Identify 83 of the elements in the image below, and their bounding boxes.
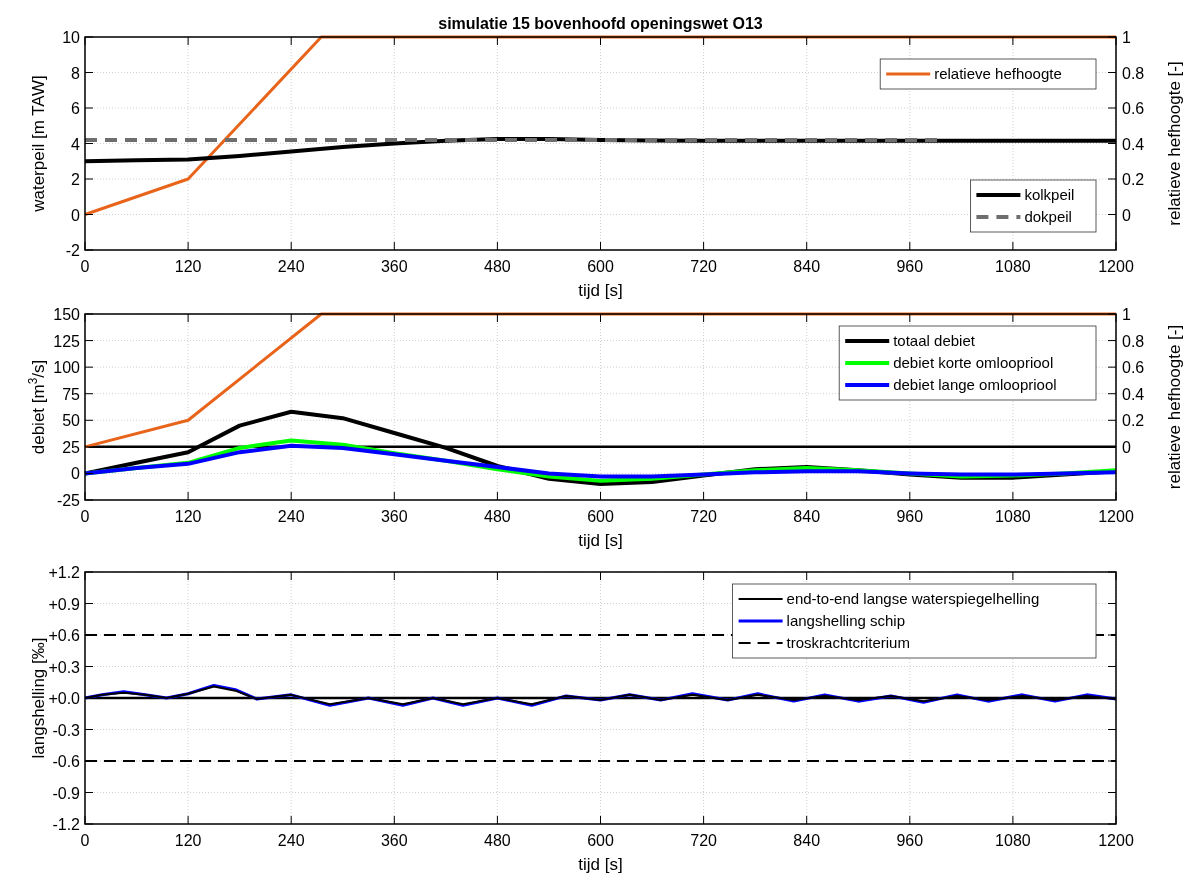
legend-label: debiet korte omloopriool [893,354,1054,371]
y2-tick-label: 0 [1122,438,1131,456]
y-tick-label: 8 [71,64,81,82]
y2-tick-label: 0.4 [1122,135,1145,153]
x-tick-label: 1200 [1098,508,1134,525]
y-tick-label: -0.6 [52,753,81,770]
x-axis-title: tijd [s] [578,281,623,300]
y-tick-label: 150 [53,306,81,323]
y-tick-label: +1.2 [48,564,81,581]
y-tick-label: 0 [71,465,81,483]
x-tick-label: 720 [690,258,718,275]
x-tick-label: 480 [484,832,511,849]
x-tick-label: 840 [793,832,821,849]
y2-tick-label: 0.6 [1122,100,1145,117]
y2-tick-label: 0 [1122,206,1131,224]
x-tick-label: 360 [380,832,408,849]
x-axis-title: tijd [s] [578,531,623,550]
legend-label: end-to-end langse waterspiegelhelling [786,590,1040,607]
x-tick-label: 120 [174,832,202,849]
legend-label: dokpeil [1024,208,1072,225]
y2-axis-title: relatieve hefhoogte [-] [1165,61,1184,226]
x-tick-label: 840 [793,258,821,275]
x-tick-label: 600 [587,832,614,849]
y-tick-label: -25 [56,492,81,509]
x-tick-label: 720 [690,832,718,849]
legend-label: troskrachtcriterium [786,634,910,651]
x-tick-label: 1080 [995,508,1031,525]
y-tick-label: -2 [65,242,81,259]
y-tick-label: 100 [53,359,81,377]
x-tick-label: 960 [896,258,924,275]
y-tick-label: 2 [71,171,81,188]
y2-tick-label: 0.6 [1122,359,1145,377]
x-tick-label: 600 [587,258,614,275]
chart-title: simulatie 15 bovenhoofd openingswet O13 [438,15,763,32]
x-tick-label: 840 [793,508,821,525]
x-tick-label: 480 [484,258,511,275]
x-tick-label: 480 [484,508,511,525]
x-tick-label: 960 [896,832,924,849]
x-tick-label: 1080 [995,832,1031,849]
y-tick-label: +0.0 [48,690,81,707]
legend-label: debiet lange omloopriool [893,376,1057,393]
y-tick-label: -0.3 [52,721,81,739]
y2-tick-label: 1 [1122,306,1131,323]
x-tick-label: 1080 [995,258,1031,275]
y-tick-label: +0.9 [48,595,81,613]
x-tick-label: 720 [690,508,718,525]
y2-tick-label: 0.2 [1122,412,1145,430]
y2-tick-label: 0.8 [1122,64,1145,82]
y-tick-label: 50 [62,412,81,430]
x-tick-label: 1200 [1098,258,1134,275]
x-axis-title: tijd [s] [578,855,623,874]
y-tick-label: -1.2 [52,816,81,833]
x-tick-label: 360 [380,508,408,525]
y-tick-label: +0.3 [48,658,81,676]
legend-label: langshelling schip [786,612,906,629]
y-tick-label: 25 [62,438,81,456]
x-tick-label: 240 [277,258,305,275]
y-tick-label: 10 [62,29,81,46]
y2-tick-label: 0.8 [1122,332,1145,350]
x-tick-label: 1200 [1098,832,1134,849]
legend-label: kolkpeil [1024,186,1075,203]
y-tick-label: -0.9 [52,784,81,802]
y-tick-label: 125 [53,332,81,350]
y-tick-label: 75 [62,385,81,403]
x-tick-label: 240 [277,832,305,849]
x-tick-label: 120 [174,258,202,275]
legend-label: totaal debiet [893,332,976,349]
y-axis-title: langshelling [‰] [29,637,48,759]
legend-label: relatieve hefhoogte [934,65,1062,82]
y2-tick-label: 0.2 [1122,171,1145,188]
y-tick-label: 4 [71,135,81,153]
y2-tick-label: 1 [1122,29,1131,46]
y-tick-label: 6 [71,100,81,117]
y2-axis-title: relatieve hefhoogte [-] [1165,324,1184,490]
x-tick-label: 360 [380,258,408,275]
y-axis-title: waterpeil [m TAW] [29,75,48,213]
x-tick-label: 960 [896,508,924,525]
x-tick-label: 240 [277,508,305,525]
x-tick-label: 600 [587,508,614,525]
x-tick-label: 120 [174,508,202,525]
y-tick-label: +0.6 [48,627,81,644]
y2-tick-label: 0.4 [1122,385,1145,403]
y-tick-label: 0 [71,206,81,224]
